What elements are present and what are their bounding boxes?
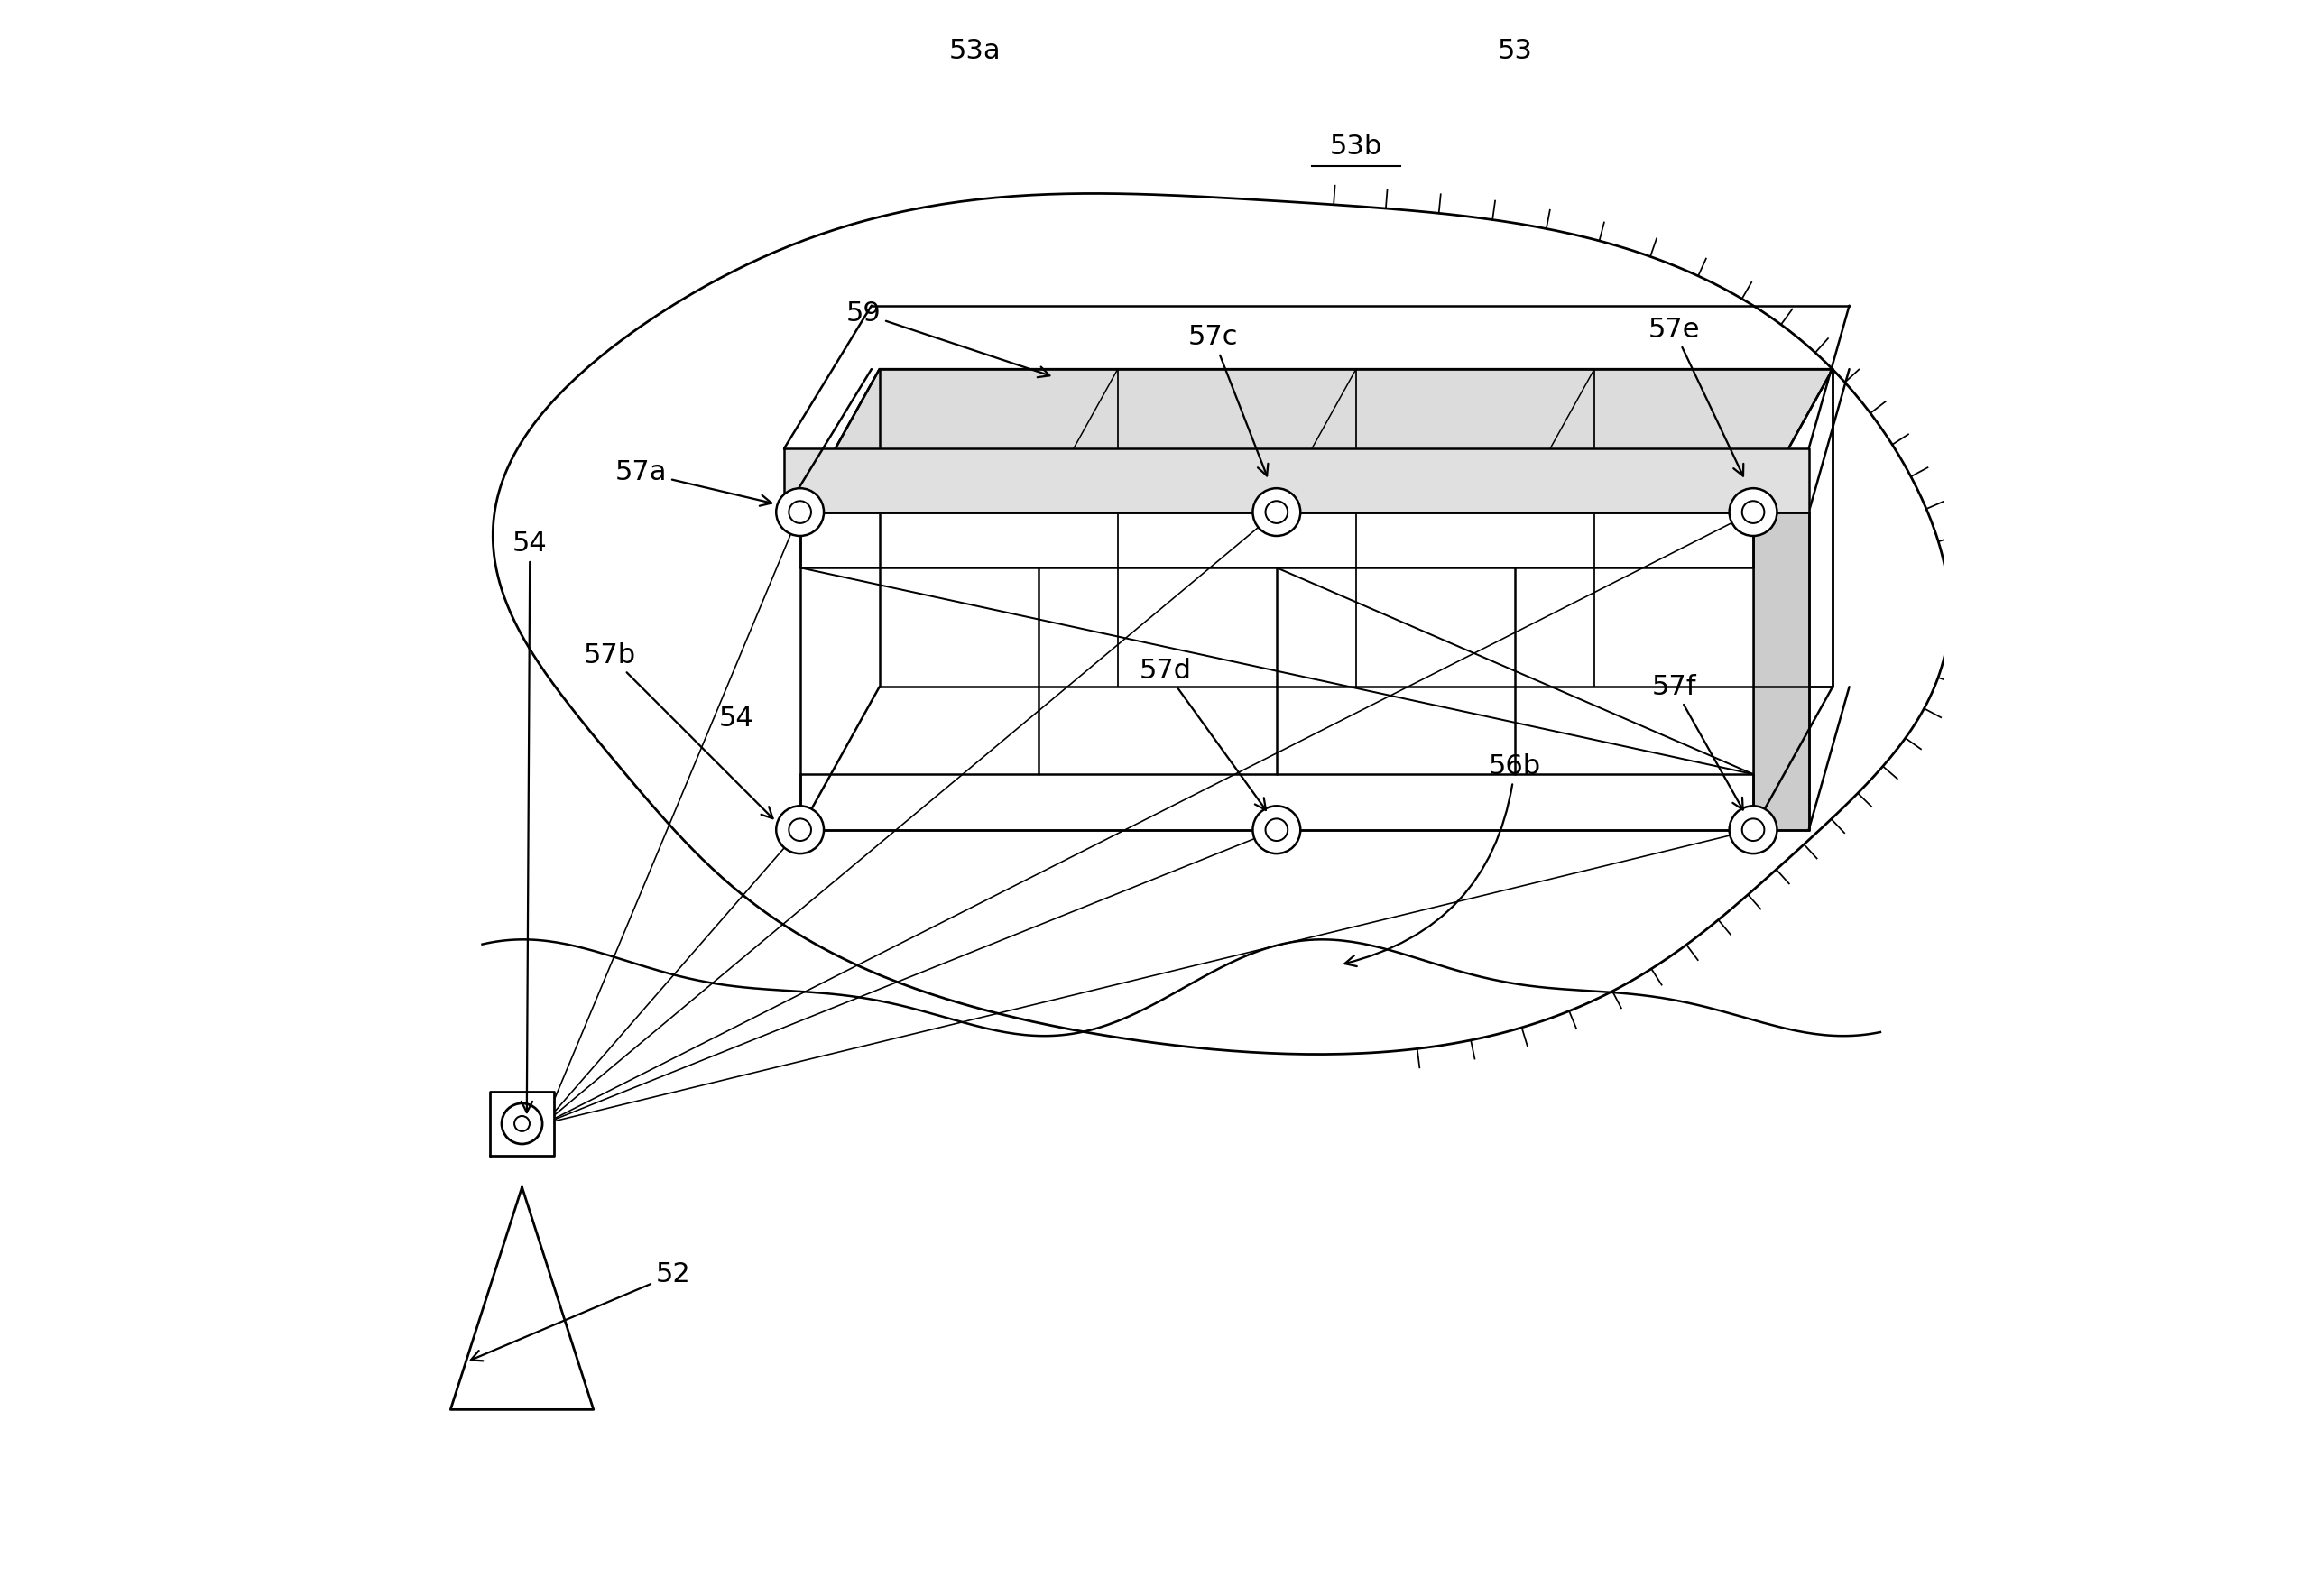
Text: 57c: 57c (1189, 324, 1269, 476)
Polygon shape (800, 369, 1832, 512)
Circle shape (1729, 806, 1777, 854)
Circle shape (1264, 819, 1287, 841)
Text: 57e: 57e (1648, 316, 1743, 476)
Text: 53: 53 (1497, 38, 1533, 64)
Polygon shape (800, 512, 1754, 830)
Circle shape (501, 1103, 543, 1144)
Polygon shape (784, 448, 1809, 512)
Text: 59: 59 (846, 300, 1051, 377)
Circle shape (789, 501, 812, 523)
Circle shape (777, 488, 823, 536)
Circle shape (1743, 501, 1763, 523)
Circle shape (777, 806, 823, 854)
Text: 52: 52 (471, 1261, 690, 1361)
Polygon shape (492, 193, 1950, 1055)
Polygon shape (881, 369, 1832, 686)
Circle shape (515, 1116, 529, 1132)
Circle shape (1729, 488, 1777, 536)
Text: 57f: 57f (1651, 674, 1743, 809)
Circle shape (1253, 806, 1301, 854)
Circle shape (789, 819, 812, 841)
Circle shape (1743, 819, 1763, 841)
Polygon shape (451, 1187, 593, 1409)
Text: 54: 54 (720, 705, 754, 731)
Text: 57b: 57b (584, 642, 772, 819)
Text: 57a: 57a (616, 460, 772, 506)
Text: 53b: 53b (1329, 134, 1382, 160)
Text: 56b: 56b (1345, 753, 1540, 966)
Polygon shape (490, 1092, 554, 1156)
Text: 54: 54 (513, 531, 547, 1112)
Text: 53a: 53a (949, 38, 1000, 64)
Circle shape (1264, 501, 1287, 523)
Circle shape (1253, 488, 1301, 536)
Text: 57d: 57d (1140, 658, 1267, 811)
Polygon shape (1754, 512, 1809, 830)
